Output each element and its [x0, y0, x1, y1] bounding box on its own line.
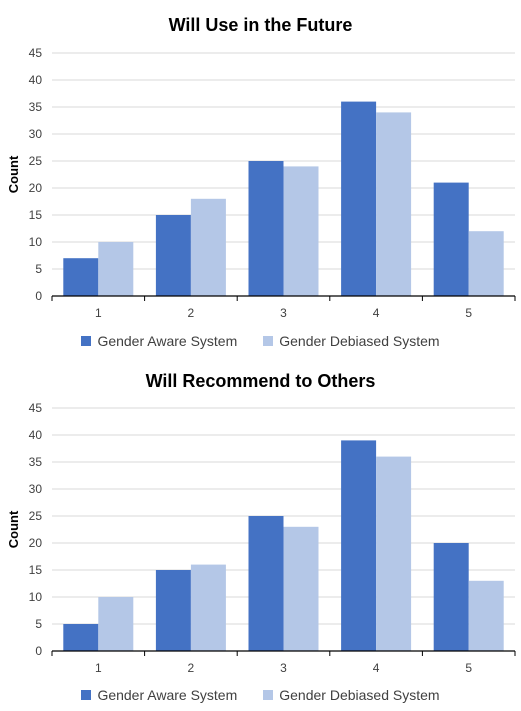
bar	[376, 112, 412, 297]
y-tick-label: 40	[29, 428, 43, 442]
legend-swatch	[263, 690, 274, 700]
bar	[376, 456, 412, 651]
legend-swatch	[81, 336, 92, 346]
legend: Gender Aware System Gender Debiased Syst…	[0, 333, 521, 349]
legend-item-gender-debiased: Gender Debiased System	[263, 333, 440, 349]
bar	[190, 198, 226, 296]
bar	[190, 564, 226, 651]
bar	[283, 526, 319, 651]
bar	[63, 258, 99, 296]
bar	[98, 242, 134, 296]
x-tick-label: 1	[95, 306, 102, 320]
x-tick-label: 3	[280, 661, 287, 675]
y-axis-title: Count	[6, 155, 21, 193]
legend-label: Gender Debiased System	[279, 687, 440, 703]
y-tick-label: 35	[29, 100, 43, 114]
y-tick-label: 45	[29, 401, 43, 415]
y-tick-label: 10	[29, 235, 43, 249]
y-tick-label: 5	[35, 617, 42, 631]
y-tick-label: 15	[29, 563, 43, 577]
y-axis-title: Count	[6, 510, 21, 548]
bar	[468, 580, 504, 651]
bar	[155, 570, 191, 651]
legend-swatch	[263, 336, 274, 346]
x-tick-label: 5	[465, 306, 472, 320]
y-tick-label: 20	[29, 536, 43, 550]
chart-will-recommend-to-others: Will Recommend to Others 0 5 10 15 20 25 30 35 4…	[0, 355, 521, 710]
y-tick-label: 15	[29, 208, 43, 222]
y-tick-label: 45	[29, 46, 43, 60]
legend-label: Gender Aware System	[97, 333, 238, 349]
x-tick-label: 1	[95, 661, 102, 675]
legend-item-gender-debiased: Gender Debiased System	[263, 687, 440, 703]
x-tick-label: 3	[280, 306, 287, 320]
bar	[341, 440, 377, 651]
y-tick-label: 0	[35, 644, 42, 658]
legend: Gender Aware System Gender Debiased Syst…	[0, 687, 521, 703]
y-tick-label: 25	[29, 154, 43, 168]
x-tick-label: 2	[188, 306, 195, 320]
legend-label: Gender Aware System	[97, 687, 238, 703]
chart-will-use-in-future: Will Use in the Future 0 5 10 15 20 25 30 35 40 4…	[0, 0, 521, 355]
bar	[98, 597, 134, 651]
x-tick-label: 4	[373, 306, 380, 320]
legend-label: Gender Debiased System	[279, 333, 440, 349]
y-tick-label: 30	[29, 482, 43, 496]
bar	[248, 516, 284, 651]
bar	[63, 624, 99, 651]
chart-title: Will Use in the Future	[168, 15, 353, 35]
x-tick-label: 4	[373, 661, 380, 675]
x-tick-label: 5	[465, 661, 472, 675]
y-tick-label: 40	[29, 73, 43, 87]
bar	[468, 231, 504, 296]
chart-title: Will Recommend to Others	[145, 371, 376, 391]
y-tick-label: 5	[35, 262, 42, 276]
legend-item-gender-aware: Gender Aware System	[81, 333, 237, 349]
bar	[283, 166, 319, 296]
y-tick-label: 35	[29, 455, 43, 469]
y-tick-label: 10	[29, 590, 43, 604]
x-tick-label: 2	[188, 661, 195, 675]
y-tick-label: 0	[35, 289, 42, 303]
y-tick-label: 30	[29, 127, 43, 141]
bar	[433, 182, 469, 296]
legend-swatch	[81, 690, 92, 700]
y-tick-label: 20	[29, 181, 43, 195]
y-tick-label: 25	[29, 509, 43, 523]
bar	[155, 215, 191, 296]
bar	[433, 543, 469, 651]
legend-item-gender-aware: Gender Aware System	[81, 687, 237, 703]
bar	[341, 101, 377, 296]
bar	[248, 161, 284, 296]
